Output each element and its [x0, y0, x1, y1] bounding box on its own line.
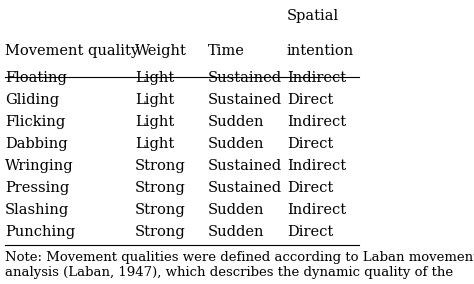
Text: Indirect: Indirect [287, 115, 346, 129]
Text: Note: Movement qualities were defined according to Laban movement
analysis (Laba: Note: Movement qualities were defined ac… [5, 251, 474, 279]
Text: Sudden: Sudden [208, 137, 264, 151]
Text: Floating: Floating [5, 71, 67, 85]
Text: Flicking: Flicking [5, 115, 65, 129]
Text: Punching: Punching [5, 225, 75, 239]
Text: Spatial: Spatial [287, 9, 339, 24]
Text: Time: Time [208, 44, 244, 58]
Text: Sudden: Sudden [208, 115, 264, 129]
Text: Sustained: Sustained [208, 71, 282, 85]
Text: Pressing: Pressing [5, 181, 69, 195]
Text: Direct: Direct [287, 181, 333, 195]
Text: Light: Light [135, 93, 174, 107]
Text: Sustained: Sustained [208, 181, 282, 195]
Text: Wringing: Wringing [5, 159, 73, 173]
Text: Direct: Direct [287, 137, 333, 151]
Text: intention: intention [287, 44, 354, 58]
Text: Direct: Direct [287, 225, 333, 239]
Text: Strong: Strong [135, 203, 186, 217]
Text: Dabbing: Dabbing [5, 137, 68, 151]
Text: Light: Light [135, 71, 174, 85]
Text: Sudden: Sudden [208, 225, 264, 239]
Text: Indirect: Indirect [287, 71, 346, 85]
Text: Strong: Strong [135, 181, 186, 195]
Text: Direct: Direct [287, 93, 333, 107]
Text: Light: Light [135, 115, 174, 129]
Text: Light: Light [135, 137, 174, 151]
Text: Indirect: Indirect [287, 203, 346, 217]
Text: Indirect: Indirect [287, 159, 346, 173]
Text: Weight: Weight [135, 44, 187, 58]
Text: Movement quality: Movement quality [5, 44, 139, 58]
Text: Sustained: Sustained [208, 159, 282, 173]
Text: Slashing: Slashing [5, 203, 69, 217]
Text: Sustained: Sustained [208, 93, 282, 107]
Text: Strong: Strong [135, 159, 186, 173]
Text: Gliding: Gliding [5, 93, 59, 107]
Text: Strong: Strong [135, 225, 186, 239]
Text: Sudden: Sudden [208, 203, 264, 217]
